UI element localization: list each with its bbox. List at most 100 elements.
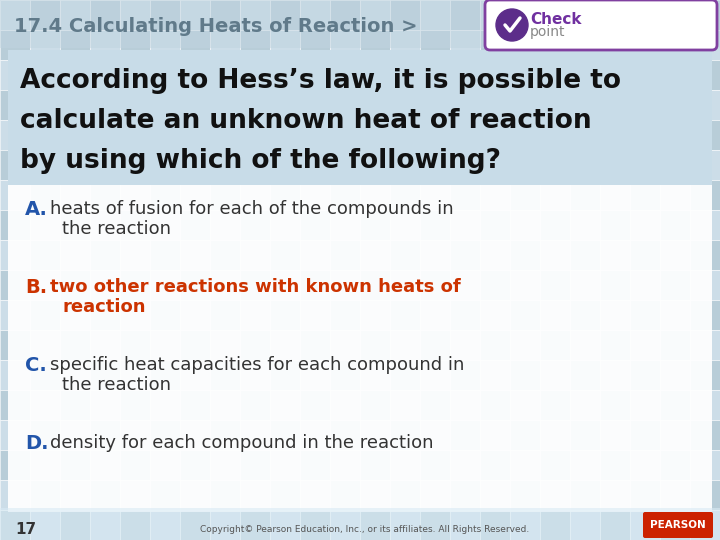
Bar (420, 60, 450, 90)
Bar (510, 450, 540, 480)
Bar (660, 450, 690, 480)
Bar (540, 180, 570, 210)
Bar (300, 360, 330, 390)
Bar (690, 210, 720, 240)
Bar (330, 390, 360, 420)
Bar (480, 360, 510, 390)
Bar (330, 210, 360, 240)
Text: B.: B. (25, 278, 47, 297)
Bar (0, 508, 720, 540)
Bar (270, 180, 300, 210)
Bar (510, 390, 540, 420)
Bar (510, 510, 540, 540)
Bar (450, 450, 480, 480)
Bar (240, 240, 270, 270)
Bar (480, 390, 510, 420)
Bar (300, 0, 330, 30)
Bar (0, 210, 30, 240)
Bar (330, 510, 360, 540)
Bar (90, 330, 120, 360)
Bar (150, 90, 180, 120)
Bar (120, 480, 150, 510)
Bar (570, 330, 600, 360)
Bar (570, 150, 600, 180)
Text: calculate an unknown heat of reaction: calculate an unknown heat of reaction (20, 108, 592, 134)
Bar (570, 390, 600, 420)
Bar (150, 270, 180, 300)
Bar (510, 0, 540, 30)
Bar (300, 420, 330, 450)
Bar (240, 390, 270, 420)
Bar (630, 210, 660, 240)
Bar (630, 60, 660, 90)
Bar (510, 30, 540, 60)
Bar (450, 420, 480, 450)
Bar (300, 390, 330, 420)
Bar (90, 420, 120, 450)
Bar (180, 360, 210, 390)
Bar (390, 420, 420, 450)
Bar (570, 270, 600, 300)
Bar (450, 240, 480, 270)
Bar (120, 180, 150, 210)
Bar (480, 480, 510, 510)
Bar (210, 120, 240, 150)
Bar (120, 450, 150, 480)
Bar (210, 360, 240, 390)
Bar (510, 270, 540, 300)
Bar (390, 120, 420, 150)
Bar (120, 390, 150, 420)
Bar (120, 0, 150, 30)
Bar (0, 450, 30, 480)
Bar (30, 450, 60, 480)
Bar (0, 270, 30, 300)
Bar (690, 60, 720, 90)
Bar (660, 510, 690, 540)
Bar (480, 510, 510, 540)
Bar (660, 30, 690, 60)
Bar (360, 330, 390, 360)
Bar (90, 120, 120, 150)
Bar (120, 60, 150, 90)
Bar (60, 480, 90, 510)
Bar (420, 210, 450, 240)
Bar (300, 480, 330, 510)
Bar (270, 360, 300, 390)
Bar (600, 240, 630, 270)
Bar (300, 450, 330, 480)
Bar (210, 330, 240, 360)
Bar (600, 360, 630, 390)
Bar (270, 450, 300, 480)
Bar (330, 0, 360, 30)
Bar (360, 420, 390, 450)
Bar (360, 510, 390, 540)
Bar (330, 450, 360, 480)
Bar (30, 330, 60, 360)
Bar (150, 120, 180, 150)
Bar (60, 360, 90, 390)
Bar (300, 210, 330, 240)
FancyBboxPatch shape (643, 512, 713, 538)
Bar (210, 150, 240, 180)
Bar (210, 180, 240, 210)
Bar (300, 30, 330, 60)
Bar (600, 330, 630, 360)
Text: According to Hess’s law, it is possible to: According to Hess’s law, it is possible … (20, 68, 621, 94)
Bar (180, 390, 210, 420)
Bar (270, 390, 300, 420)
Bar (8, 50, 712, 185)
Text: heats of fusion for each of the compounds in: heats of fusion for each of the compound… (50, 200, 454, 218)
Bar (300, 330, 330, 360)
Bar (600, 450, 630, 480)
Bar (360, 120, 390, 150)
Bar (690, 300, 720, 330)
Bar (630, 180, 660, 210)
Bar (660, 180, 690, 210)
Bar (210, 480, 240, 510)
Bar (90, 270, 120, 300)
Bar (300, 120, 330, 150)
Bar (60, 270, 90, 300)
Bar (270, 270, 300, 300)
Bar (360, 390, 390, 420)
Bar (150, 180, 180, 210)
